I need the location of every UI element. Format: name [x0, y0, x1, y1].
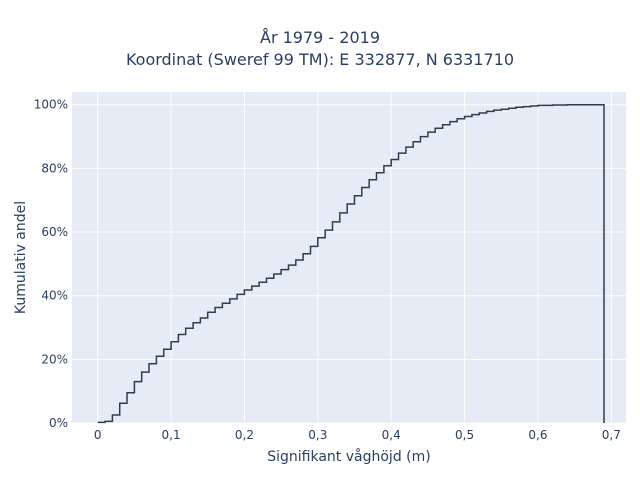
y-tick-label: 60% — [41, 225, 68, 239]
plot-background — [72, 92, 626, 423]
x-tick-label: 0,3 — [308, 428, 327, 442]
cdf-step-line — [97, 103, 605, 424]
x-tick-label: 0,5 — [455, 428, 474, 442]
x-tick-label: 0,7 — [602, 428, 621, 442]
tick-labels: 0 0,1 0,2 0,3 0,4 0,5 0,6 0,7 0% 20% 40% 60% 80% 100% — [34, 98, 621, 442]
x-tick-label: 0,6 — [528, 428, 547, 442]
x-tick-label: 0,4 — [382, 428, 401, 442]
y-tick-label: 0% — [49, 416, 68, 430]
x-tick-label: 0,1 — [162, 428, 181, 442]
y-tick-label: 20% — [41, 352, 68, 366]
y-tick-label: 100% — [34, 98, 68, 112]
grid-lines — [72, 92, 626, 424]
x-tick-label: 0 — [94, 428, 102, 442]
x-axis-title: Signifikant våghöjd (m) — [267, 448, 430, 465]
y-tick-label: 80% — [41, 161, 68, 175]
chart-title-years: År 1979 - 2019 — [260, 28, 380, 47]
y-tick-label: 40% — [41, 289, 68, 303]
y-axis-title: Kumulativ andel — [13, 201, 29, 314]
chart-title-coordinate: Koordinat (Sweref 99 TM): E 332877, N 63… — [125, 50, 515, 69]
x-tick-label: 0,2 — [235, 428, 254, 442]
